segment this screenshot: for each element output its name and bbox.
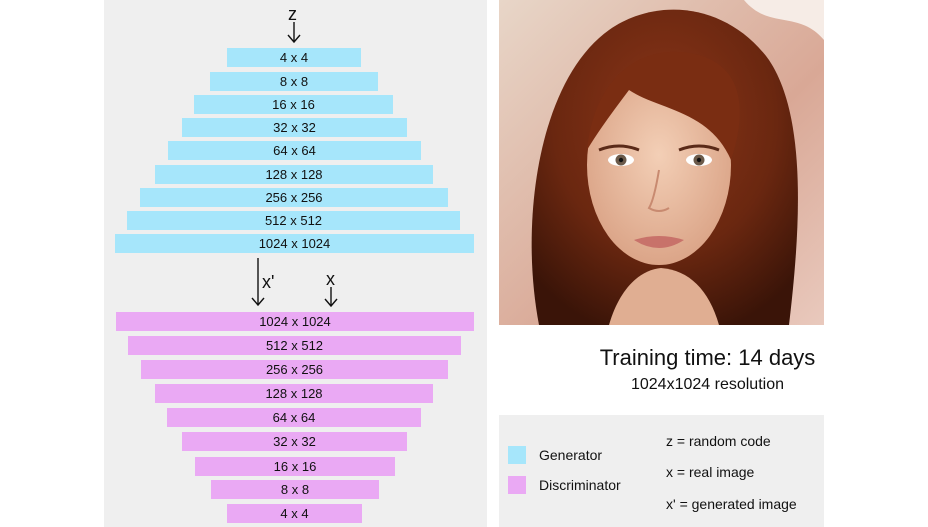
legend: [499, 415, 824, 527]
generated-face-image: [499, 0, 824, 325]
generator-layer-64: 64 x 64: [168, 141, 421, 160]
x-prime-symbol: x': [262, 272, 275, 292]
generator-layer-4: 4 x 4: [227, 48, 361, 67]
resolution-text: 1024x1024 resolution: [630, 376, 784, 393]
x-arrow-icon: [324, 287, 338, 308]
generator-layer-128: 128 x 128: [155, 165, 433, 184]
discriminator-layer-512: 512 x 512: [128, 336, 461, 355]
x-symbol: x: [326, 269, 335, 289]
generator-swatch: [508, 446, 526, 464]
generator-layer-1024: 1024 x 1024: [115, 234, 474, 253]
discriminator-layer-1024: 1024 x 1024: [116, 312, 474, 331]
discriminator-layer-32: 32 x 32: [182, 432, 407, 451]
discriminator-swatch: [508, 476, 526, 494]
legend-discriminator-label: Discriminator: [539, 477, 621, 493]
legend-generator-label: Generator: [539, 447, 603, 463]
z-symbol: z: [288, 4, 297, 24]
legend-z-definition: z = random code: [666, 433, 771, 449]
legend-x-prime-definition: x' = generated image: [666, 496, 797, 512]
discriminator-layer-128: 128 x 128: [155, 384, 433, 403]
generator-layer-256: 256 x 256: [140, 188, 448, 207]
discriminator-layer-16: 16 x 16: [195, 457, 395, 476]
training-time-text: Training time: 14 days: [599, 345, 816, 370]
generator-layer-8: 8 x 8: [210, 72, 378, 91]
generator-layer-32: 32 x 32: [182, 118, 407, 137]
discriminator-layer-8: 8 x 8: [211, 480, 379, 499]
generator-layer-16: 16 x 16: [194, 95, 393, 114]
legend-x-definition: x = real image: [666, 464, 755, 480]
discriminator-layer-4: 4 x 4: [227, 504, 362, 523]
discriminator-layer-256: 256 x 256: [141, 360, 448, 379]
discriminator-layer-64: 64 x 64: [167, 408, 421, 427]
generator-layer-512: 512 x 512: [127, 211, 460, 230]
z-arrow-icon: [287, 22, 301, 44]
x-prime-arrow-icon: [251, 258, 265, 307]
